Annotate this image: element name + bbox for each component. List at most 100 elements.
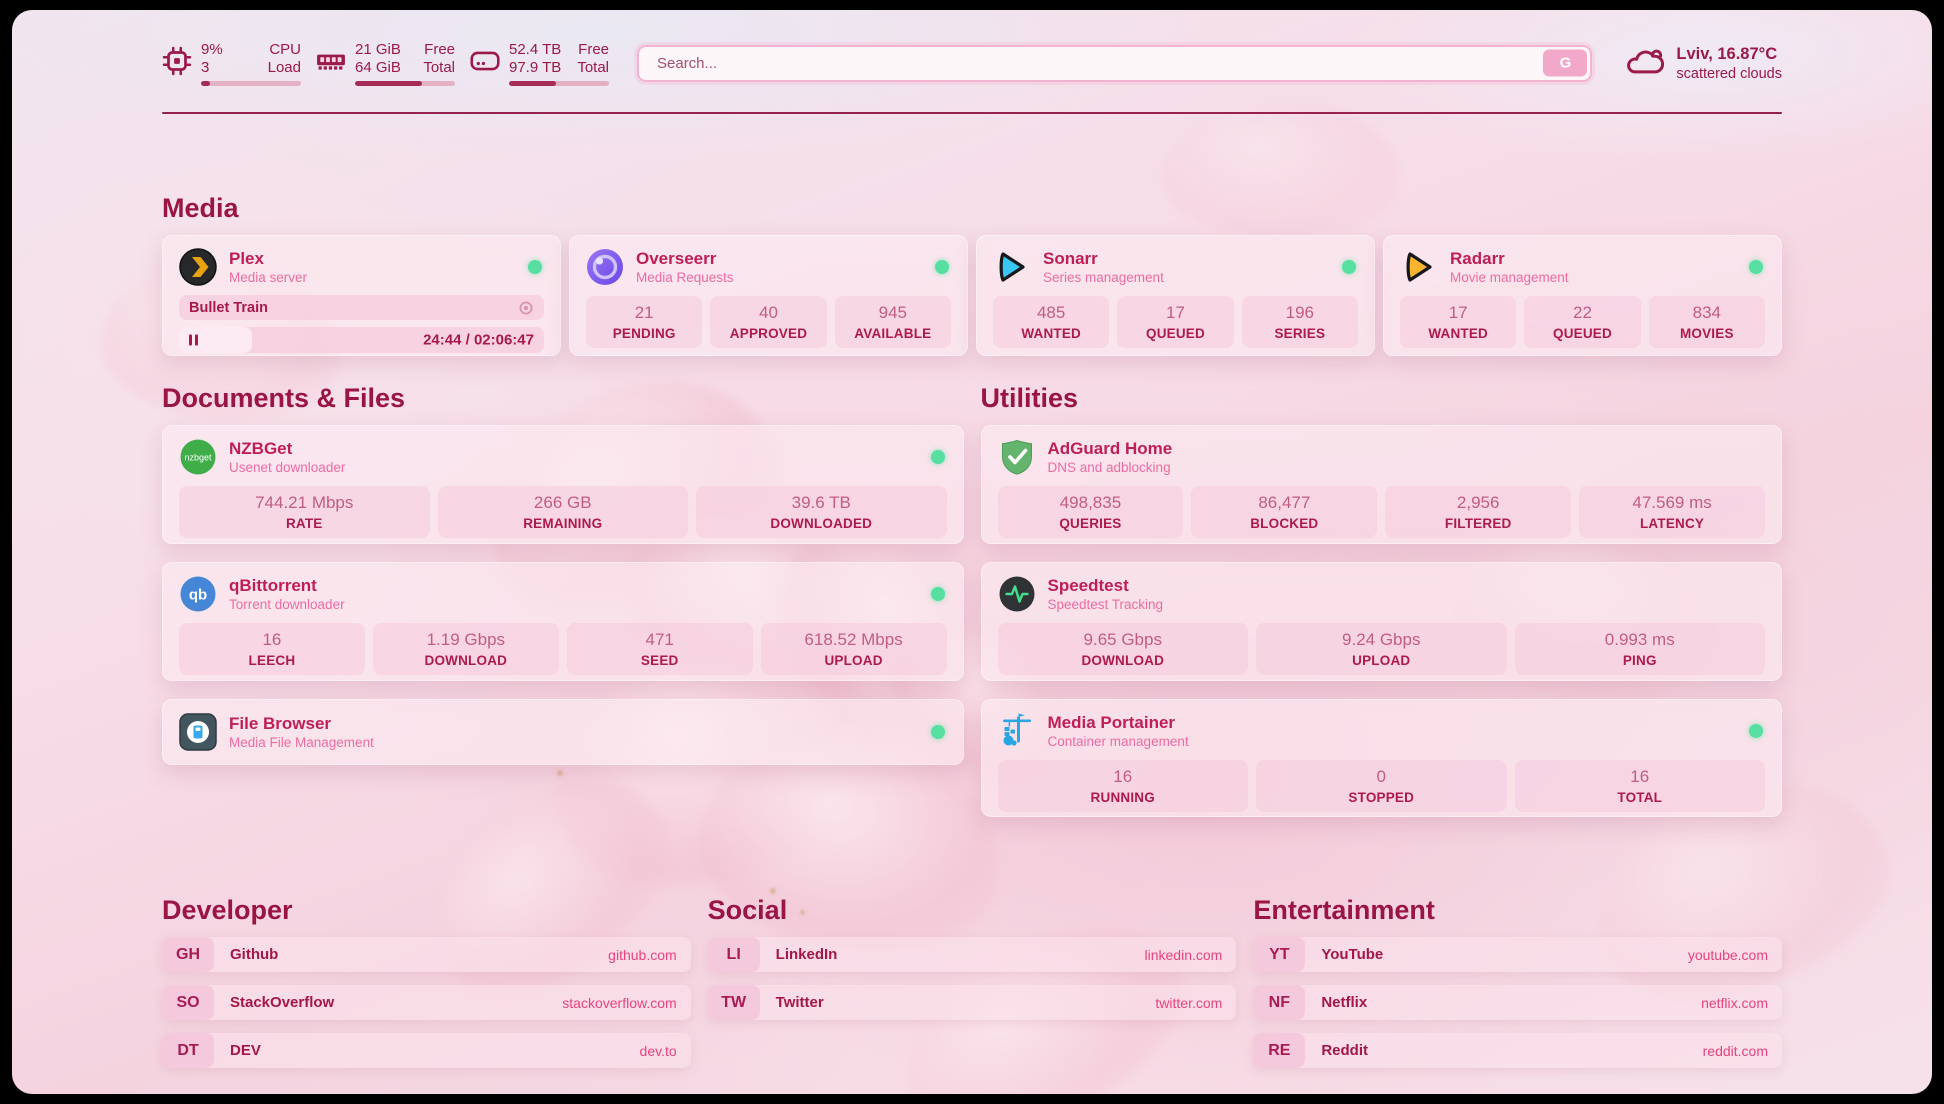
- utilities-column: Utilities AdGuard Home DNS and adblockin…: [980, 381, 1782, 835]
- sonarr-icon: [993, 248, 1031, 286]
- app-name: Speedtest: [1047, 576, 1129, 595]
- stat-latency: 47.569 ms LATENCY: [1579, 486, 1765, 538]
- nzbget-icon: nzbget: [179, 438, 217, 476]
- stat-ping: 0.993 ms PING: [1514, 623, 1765, 675]
- app-name: Media Portainer: [1047, 713, 1176, 732]
- svg-text:qb: qb: [189, 587, 207, 604]
- system-stats: 9% 3 CPU Load: [162, 41, 609, 86]
- bookmark-url: reddit.com: [1702, 1042, 1768, 1059]
- online-status-dot: [930, 450, 945, 464]
- stat-blocked: 86,477 BLOCKED: [1191, 486, 1378, 538]
- app-card-filebrowser[interactable]: File Browser Media File Management: [162, 699, 964, 765]
- stat-running: 16 RUNNING: [997, 760, 1248, 812]
- app-description: Container management: [1047, 734, 1189, 749]
- section-title-documents: Documents & Files: [162, 383, 406, 413]
- app-card-radarr[interactable]: Radarr Movie management 17 WANTED 22 QUE…: [1383, 235, 1782, 356]
- stat-remaining: 266 GB REMAINING: [437, 486, 688, 538]
- bookmark-stackoverflow[interactable]: SO StackOverflow stackoverflow.com: [162, 985, 691, 1020]
- cpu-usage-value: 9%: [201, 40, 223, 58]
- stat-approved: 40 APPROVED: [710, 296, 827, 348]
- stat-upload: 9.24 Gbps UPLOAD: [1256, 623, 1507, 675]
- cpu-progress-fill: [201, 80, 210, 86]
- app-description: Media File Management: [229, 735, 374, 750]
- disk-total-label: Total: [577, 58, 609, 76]
- bookmark-twitter[interactable]: TW Twitter twitter.com: [707, 985, 1237, 1020]
- bookmark-youtube[interactable]: YT YouTube youtube.com: [1253, 937, 1782, 972]
- ram-icon: [316, 49, 346, 78]
- overseerr-icon: [586, 248, 624, 286]
- stat-upload: 618.52 Mbps UPLOAD: [760, 623, 947, 675]
- online-status-dot: [528, 260, 542, 274]
- stat-pending: 21 PENDING: [586, 296, 703, 348]
- bookmark-name: StackOverflow: [230, 994, 335, 1011]
- svg-text:nzbget: nzbget: [184, 453, 212, 463]
- filebrowser-icon: [179, 713, 217, 751]
- disk-free-value: 52.4 TB: [509, 40, 562, 58]
- app-card-plex[interactable]: Plex Media server Bullet Train: [162, 235, 561, 356]
- bookmark-abbr: NF: [1253, 985, 1306, 1020]
- search-engine-button[interactable]: G: [1543, 49, 1588, 77]
- bookmark-url: youtube.com: [1687, 946, 1768, 963]
- documents-column: Documents & Files nzbget NZBGet Usenet d…: [162, 381, 964, 783]
- ram-free-label: Free: [424, 40, 455, 58]
- stat-movies: 834 MOVIES: [1648, 296, 1765, 348]
- stat-wanted: 17 WANTED: [1400, 296, 1517, 348]
- weather-widget[interactable]: Lviv, 16.87°C scattered clouds: [1624, 44, 1782, 83]
- online-status-dot: [930, 587, 945, 601]
- bookmark-netflix[interactable]: NF Netflix netflix.com: [1253, 985, 1782, 1020]
- bookmark-url: dev.to: [639, 1042, 677, 1059]
- online-status-dot: [1749, 260, 1763, 274]
- search-bar: G: [637, 44, 1593, 82]
- stat-queries: 498,835 QUERIES: [997, 486, 1184, 538]
- bookmark-url: stackoverflow.com: [562, 994, 677, 1011]
- stat-available: 945 AVAILABLE: [834, 296, 951, 348]
- bookmark-name: Github: [230, 946, 279, 963]
- app-card-portainer[interactable]: Media Portainer Container management 16 …: [980, 699, 1782, 817]
- app-card-adguard[interactable]: AdGuard Home DNS and adblocking 498,835 …: [980, 425, 1782, 544]
- stat-download: 9.65 Gbps DOWNLOAD: [997, 623, 1248, 675]
- speedtest-pulse-icon: [998, 575, 1036, 613]
- ram-free-value: 21 GiB: [355, 40, 401, 58]
- search-input[interactable]: [637, 44, 1593, 82]
- app-description: Torrent downloader: [229, 597, 345, 612]
- bookmark-abbr: RE: [1253, 1033, 1306, 1068]
- bookmark-linkedin[interactable]: LI LinkedIn linkedin.com: [707, 937, 1237, 972]
- app-card-speedtest[interactable]: Speedtest Speedtest Tracking 9.65 Gbps D…: [980, 562, 1782, 681]
- app-card-nzbget[interactable]: nzbget NZBGet Usenet downloader 744.21 M…: [162, 425, 964, 544]
- section-title-social: Social: [707, 895, 788, 925]
- disk-progress-bar: [509, 80, 609, 86]
- adguard-shield-icon: [998, 438, 1036, 476]
- app-name: File Browser: [229, 714, 332, 733]
- stat-download: 1.19 Gbps DOWNLOAD: [372, 623, 559, 675]
- cpu-load-label: Load: [267, 58, 301, 76]
- bookmark-reddit[interactable]: RE Reddit reddit.com: [1253, 1033, 1782, 1068]
- app-card-overseerr[interactable]: Overseerr Media Requests 21 PENDING 40 A…: [569, 235, 968, 356]
- section-title-developer: Developer: [162, 895, 293, 925]
- disk-stat: 52.4 TB 97.9 TB Free Total: [470, 41, 609, 86]
- disk-total-value: 97.9 TB: [509, 58, 562, 76]
- online-status-dot: [1342, 260, 1356, 274]
- bookmark-abbr: LI: [707, 937, 760, 972]
- stat-queued: 22 QUEUED: [1524, 296, 1641, 348]
- now-playing-title: Bullet Train: [189, 299, 268, 316]
- stat-queued: 17 QUEUED: [1117, 296, 1234, 348]
- portainer-crane-icon: [998, 712, 1036, 750]
- ram-total-value: 64 GiB: [355, 58, 401, 76]
- bookmark-github[interactable]: GH Github github.com: [162, 937, 691, 972]
- social-column: Social LI LinkedIn linkedin.com TW Twitt…: [707, 893, 1237, 1081]
- app-card-sonarr[interactable]: Sonarr Series management 485 WANTED 17 Q…: [976, 235, 1375, 356]
- header-divider: [162, 112, 1782, 114]
- cpu-stat: 9% 3 CPU Load: [162, 41, 301, 86]
- playback-progress-bar: 24:44 / 02:06:47: [179, 327, 544, 353]
- bookmark-abbr: SO: [162, 985, 214, 1020]
- app-description: DNS and adblocking: [1047, 460, 1171, 475]
- cpu-usage-label: CPU: [269, 40, 301, 58]
- bookmark-url: netflix.com: [1701, 994, 1768, 1011]
- app-card-qbittorrent[interactable]: qb qBittorrent Torrent downloader 16 LEE…: [162, 562, 964, 681]
- bookmark-name: Reddit: [1321, 1042, 1368, 1059]
- bookmark-dev[interactable]: DT DEV dev.to: [162, 1033, 691, 1068]
- app-description: Media server: [229, 270, 308, 285]
- bookmark-abbr: DT: [162, 1033, 214, 1068]
- playback-time: 24:44 / 02:06:47: [423, 331, 534, 349]
- app-description: Series management: [1043, 270, 1164, 285]
